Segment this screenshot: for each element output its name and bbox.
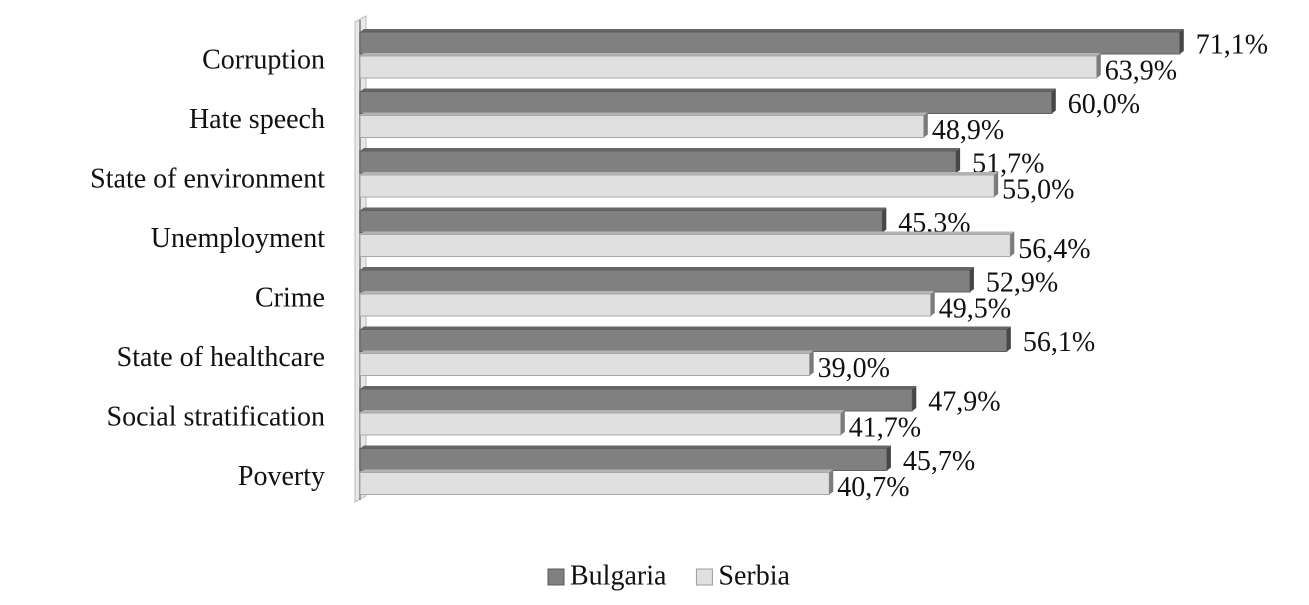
bar-end bbox=[994, 172, 999, 197]
category-label: State of healthcare bbox=[117, 342, 325, 373]
bar bbox=[359, 448, 888, 471]
value-label: 71,1% bbox=[1196, 29, 1268, 60]
value-label: 41,7% bbox=[849, 412, 921, 443]
bar-end bbox=[886, 445, 891, 471]
category-label: Unemployment bbox=[151, 223, 325, 254]
category-label: Corruption bbox=[202, 44, 325, 75]
bar bbox=[359, 388, 913, 412]
bar bbox=[359, 115, 925, 138]
bar bbox=[359, 91, 1053, 114]
bar-end bbox=[923, 112, 928, 138]
bar-end bbox=[1010, 231, 1015, 257]
legend-label: Serbia bbox=[718, 560, 790, 591]
bar-top bbox=[360, 291, 935, 294]
bar bbox=[359, 329, 1008, 352]
bar-end bbox=[969, 267, 974, 292]
bar-end bbox=[1006, 326, 1011, 352]
value-label: 56,1% bbox=[1023, 327, 1095, 358]
value-label: 63,9% bbox=[1105, 55, 1177, 86]
value-label: 52,9% bbox=[986, 267, 1058, 298]
value-label: 39,0% bbox=[818, 353, 890, 384]
bar bbox=[359, 412, 842, 436]
bar bbox=[359, 472, 830, 495]
bar-top bbox=[360, 445, 891, 449]
bar-top bbox=[360, 410, 845, 413]
bar-end bbox=[912, 386, 917, 411]
value-label: 47,9% bbox=[928, 386, 1000, 417]
category-label: State of environment bbox=[90, 163, 325, 194]
bar-top bbox=[360, 326, 1011, 330]
bar bbox=[359, 150, 957, 174]
bar bbox=[359, 293, 932, 317]
category-label: Hate speech bbox=[189, 104, 325, 135]
bar-end bbox=[1096, 53, 1101, 78]
bar-top bbox=[360, 88, 1056, 92]
bar-end bbox=[840, 410, 845, 435]
value-label: 45,7% bbox=[903, 446, 975, 477]
bar-end bbox=[882, 207, 887, 233]
bar-top bbox=[360, 148, 961, 151]
category-label: Crime bbox=[255, 282, 325, 313]
bar-top bbox=[360, 469, 834, 473]
bar-top bbox=[360, 112, 928, 116]
bar-end bbox=[930, 291, 935, 316]
bar-top bbox=[360, 53, 1101, 56]
bar bbox=[359, 210, 883, 233]
legend-swatch bbox=[695, 568, 713, 586]
legend-label: Bulgaria bbox=[570, 560, 667, 591]
bar-end bbox=[956, 148, 961, 173]
bar bbox=[359, 55, 1098, 79]
value-label: 49,5% bbox=[939, 293, 1011, 324]
bar bbox=[359, 353, 811, 376]
bar bbox=[359, 234, 1011, 257]
bar-top bbox=[360, 29, 1184, 32]
bar bbox=[359, 31, 1181, 55]
bar-end bbox=[809, 350, 814, 376]
bar bbox=[359, 269, 971, 293]
bar-top bbox=[360, 350, 814, 354]
category-label: Poverty bbox=[238, 461, 325, 492]
value-label: 48,9% bbox=[932, 115, 1004, 146]
bar-end bbox=[829, 469, 834, 495]
legend-swatch bbox=[547, 568, 565, 586]
bar bbox=[359, 174, 995, 198]
value-label: 55,0% bbox=[1002, 174, 1074, 205]
category-label: Social stratification bbox=[107, 401, 326, 432]
bar-top bbox=[360, 231, 1015, 235]
bar-top bbox=[360, 172, 999, 175]
value-label: 40,7% bbox=[837, 472, 909, 503]
value-label: 56,4% bbox=[1018, 234, 1090, 265]
bar-end bbox=[1179, 29, 1184, 54]
bar-top bbox=[360, 207, 887, 211]
bar-top bbox=[360, 267, 974, 270]
bar-top bbox=[360, 386, 917, 389]
bar-end bbox=[1051, 88, 1056, 114]
value-label: 60,0% bbox=[1068, 89, 1140, 120]
